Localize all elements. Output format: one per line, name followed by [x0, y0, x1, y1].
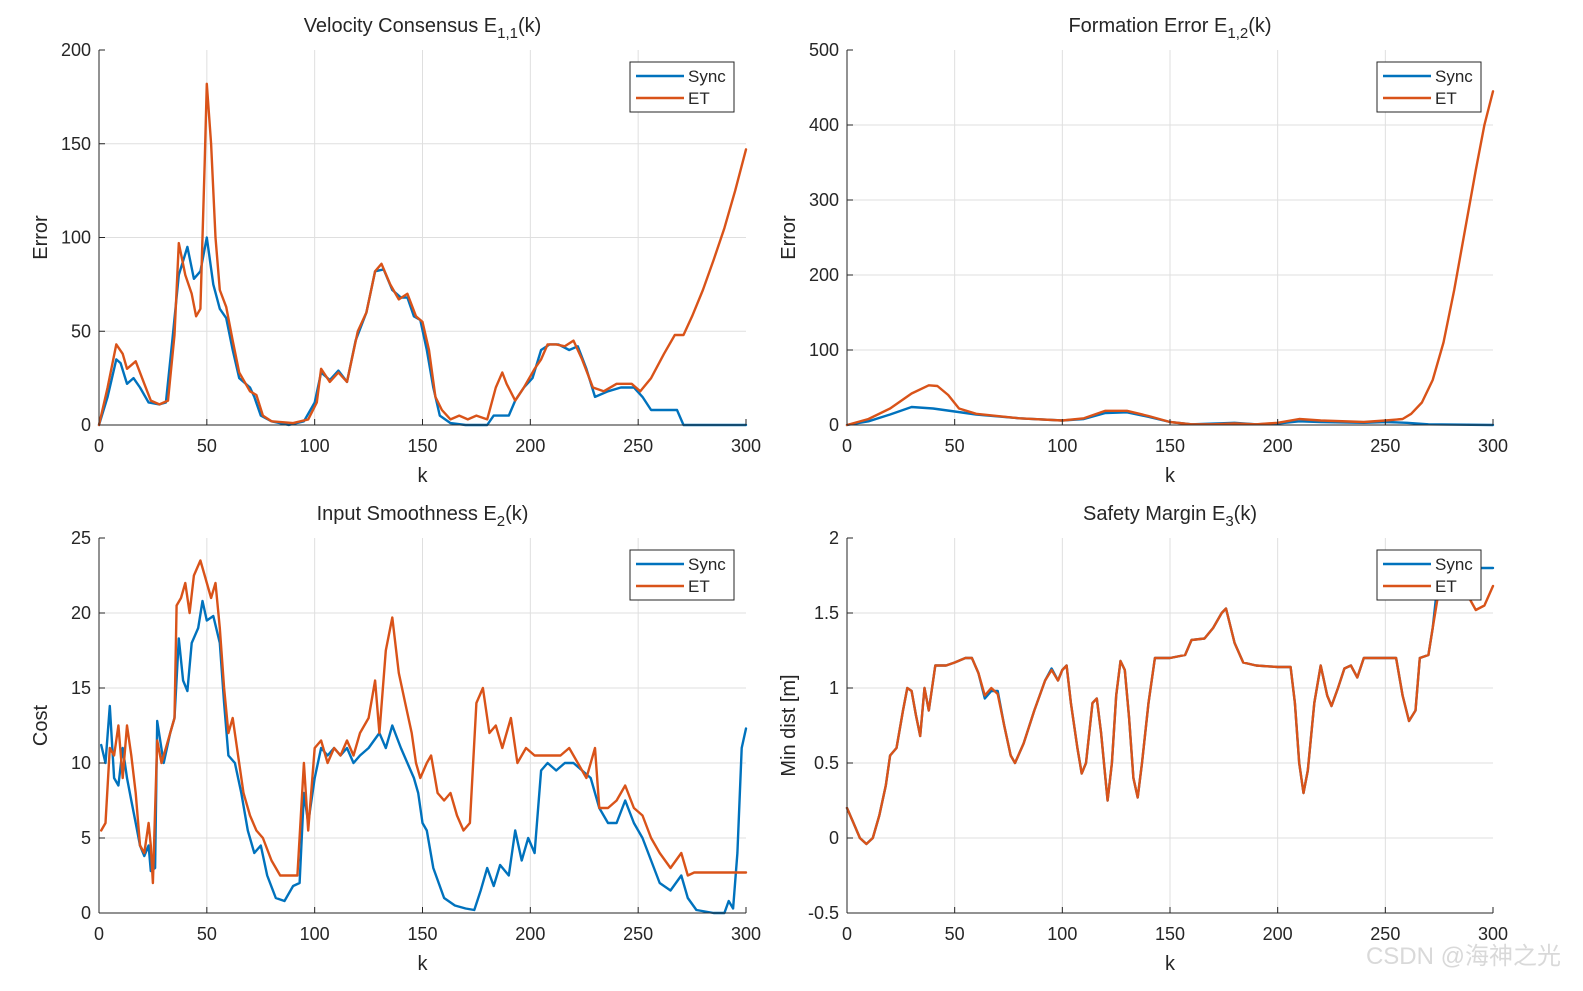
- chart-title: Safety Margin E3(k): [1083, 503, 1257, 530]
- x-tick-label: 300: [731, 436, 761, 456]
- x-tick-label: 150: [1155, 924, 1185, 944]
- series-line-et: [845, 90, 1495, 427]
- chart-title: Velocity Consensus E1,1(k): [304, 15, 542, 42]
- y-tick-label: 2: [829, 528, 839, 548]
- y-axis-label: Min dist [m]: [778, 674, 800, 776]
- x-tick-label: 100: [300, 924, 330, 944]
- y-tick-label: 100: [61, 228, 91, 248]
- y-tick-label: 0: [81, 415, 91, 435]
- x-tick-label: 250: [623, 924, 653, 944]
- series-line-sync: [100, 599, 748, 915]
- chart-panel-3: 0 50 100 150 200 250 300 0 5 10 15 20 25 Input Smooth…: [30, 503, 761, 975]
- legend-label-sync: Sync: [688, 555, 726, 574]
- y-tick-label: 25: [71, 528, 91, 548]
- x-tick-label: 250: [1370, 436, 1400, 456]
- legend-label-et: ET: [1435, 89, 1457, 108]
- x-tick-label: 150: [407, 436, 437, 456]
- y-tick-label: 0.5: [814, 753, 839, 773]
- y-tick-label: 1: [829, 678, 839, 698]
- y-axis-label: Error: [778, 215, 800, 260]
- x-tick-label: 300: [1478, 436, 1508, 456]
- legend: Sync ET: [629, 549, 735, 601]
- y-tick-label: -0.5: [808, 903, 839, 923]
- y-tick-label: 500: [809, 40, 839, 60]
- legend-label-sync: Sync: [1435, 67, 1473, 86]
- x-tick-label: 200: [515, 436, 545, 456]
- x-tick-label: 50: [197, 924, 217, 944]
- y-tick-label: 10: [71, 753, 91, 773]
- y-tick-label: 0: [829, 415, 839, 435]
- y-tick-label: 15: [71, 678, 91, 698]
- y-tick-label: 300: [809, 190, 839, 210]
- x-tick-label: 300: [731, 924, 761, 944]
- x-axis-label: k: [1165, 465, 1176, 487]
- x-tick-label: 150: [407, 924, 437, 944]
- legend-box: [1376, 549, 1482, 601]
- series-line-et: [97, 82, 748, 427]
- chart-title: Input Smoothness E2(k): [317, 503, 529, 530]
- x-tick-label: 0: [842, 924, 852, 944]
- x-axis-label: k: [418, 953, 429, 975]
- x-tick-label: 250: [1370, 924, 1400, 944]
- x-tick-label: 250: [623, 436, 653, 456]
- y-tick-label: 20: [71, 603, 91, 623]
- y-axis-label: Error: [30, 215, 52, 260]
- y-tick-label: 200: [809, 265, 839, 285]
- x-tick-label: 300: [1478, 924, 1508, 944]
- x-tick-label: 0: [94, 436, 104, 456]
- legend-label-sync: Sync: [688, 67, 726, 86]
- x-tick-label: 150: [1155, 436, 1185, 456]
- x-tick-label: 50: [945, 924, 965, 944]
- x-tick-label: 0: [94, 924, 104, 944]
- y-axis-label: Cost: [30, 704, 52, 746]
- y-tick-label: 100: [809, 340, 839, 360]
- legend: Sync ET: [1376, 549, 1482, 601]
- x-tick-label: 50: [197, 436, 217, 456]
- legend-label-et: ET: [688, 577, 710, 596]
- x-tick-label: 50: [945, 436, 965, 456]
- legend-box: [1376, 61, 1482, 113]
- x-tick-label: 0: [842, 436, 852, 456]
- series-line-et: [100, 559, 748, 885]
- chart-panel-2: 0 50 100 150 200 250 300 0 100 200 300 400 500 Format…: [778, 15, 1508, 487]
- x-axis-label: k: [418, 465, 429, 487]
- y-tick-label: 0: [829, 828, 839, 848]
- y-tick-label: 5: [81, 828, 91, 848]
- series-line-et: [845, 559, 1495, 846]
- legend-box: [629, 61, 735, 113]
- legend: Sync ET: [629, 61, 735, 113]
- legend-label-sync: Sync: [1435, 555, 1473, 574]
- y-tick-label: 1.5: [814, 603, 839, 623]
- x-tick-label: 200: [1263, 436, 1293, 456]
- chart-title: Formation Error E1,2(k): [1068, 15, 1271, 42]
- y-tick-label: 200: [61, 40, 91, 60]
- x-tick-label: 100: [300, 436, 330, 456]
- x-tick-label: 100: [1047, 436, 1077, 456]
- legend-label-et: ET: [688, 89, 710, 108]
- legend: Sync ET: [1376, 61, 1482, 113]
- legend-label-et: ET: [1435, 577, 1457, 596]
- y-tick-label: 150: [61, 134, 91, 154]
- x-tick-label: 100: [1047, 924, 1077, 944]
- chart-panel-1: 0 50 100 150 200 250 300 0 50 100 150 200 Velocity C…: [30, 15, 761, 487]
- y-tick-label: 50: [71, 321, 91, 341]
- y-tick-label: 400: [809, 115, 839, 135]
- x-tick-label: 200: [515, 924, 545, 944]
- y-tick-label: 0: [81, 903, 91, 923]
- legend-box: [629, 549, 735, 601]
- x-axis-label: k: [1165, 953, 1176, 975]
- x-tick-label: 200: [1263, 924, 1293, 944]
